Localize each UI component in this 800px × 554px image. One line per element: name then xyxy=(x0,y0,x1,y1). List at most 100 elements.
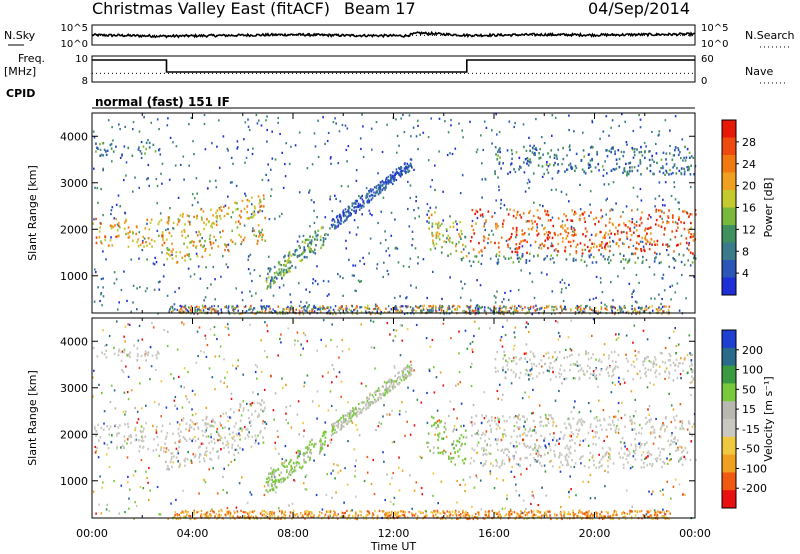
velocity-panel-speckle-cell xyxy=(432,494,434,497)
power-panel-speckle-cell xyxy=(601,215,604,218)
velocity-panel-speckle-cell xyxy=(538,404,541,407)
power-panel-clutter-cell xyxy=(248,306,251,309)
power-panel-band-cell xyxy=(428,227,430,230)
power-panel-clutter-cell xyxy=(605,305,608,308)
power-panel-speckle-cell xyxy=(282,284,285,287)
velocity-panel-speckle-cell xyxy=(128,507,130,510)
power-panel-band-cell xyxy=(215,223,218,227)
power-panel-speckle-cell xyxy=(357,279,360,282)
velocity-panel-band-cell xyxy=(102,428,105,431)
power-panel-band-cell xyxy=(184,254,186,258)
velocity-panel-clutter-cell xyxy=(388,514,391,517)
power-panel-arc-cell xyxy=(375,192,377,195)
power-panel-band-cell xyxy=(653,160,655,164)
power-panel-clutter-cell xyxy=(528,310,530,313)
velocity-panel-speckle-cell xyxy=(205,406,208,409)
power-panel-band-cell xyxy=(557,163,559,166)
power-panel-clutter-cell xyxy=(238,312,240,315)
power-panel-clutter-cell xyxy=(592,309,594,312)
power-panel-band-cell xyxy=(286,259,288,263)
power-panel-band-cell xyxy=(200,208,202,211)
power-panel-band-cell xyxy=(604,243,607,247)
power-panel-speckle-cell xyxy=(153,263,156,266)
power-panel-band-cell xyxy=(117,224,120,228)
velocity-panel-band-cell xyxy=(198,446,200,449)
power-panel-band-cell xyxy=(98,230,101,233)
power-panel-band-cell xyxy=(502,162,504,165)
velocity-panel-band-cell xyxy=(233,411,235,414)
velocity-panel-speckle-cell xyxy=(354,469,357,472)
power-panel-band-cell xyxy=(595,216,598,220)
velocity-panel-clutter-cell xyxy=(203,513,205,516)
power-panel-band-cell xyxy=(535,229,538,232)
power-panel-speckle-cell xyxy=(540,136,543,139)
velocity-panel-speckle-cell xyxy=(240,414,243,417)
power-panel-band-cell xyxy=(564,249,566,252)
power-panel-speckle-cell xyxy=(620,308,623,311)
nsky-series-line xyxy=(91,30,696,39)
velocity-panel-speckle-cell xyxy=(672,485,675,488)
power-panel-band-cell xyxy=(660,158,663,161)
power-panel-clutter-cell xyxy=(502,312,504,316)
velocity-panel-clutter-cell xyxy=(535,514,537,517)
power-panel-speckle-cell xyxy=(444,120,446,123)
power-panel-speckle-cell xyxy=(337,225,339,228)
power-panel-speckle-cell xyxy=(671,284,674,287)
power-panel-band-cell xyxy=(240,235,242,238)
velocity-panel-speckle-cell xyxy=(270,374,272,377)
power-panel-speckle-cell xyxy=(599,137,601,140)
power-panel-clutter-cell xyxy=(245,310,248,313)
power-panel-speckle-cell xyxy=(188,164,190,167)
velocity-panel-speckle-cell xyxy=(620,416,623,420)
power-panel-clutter-cell xyxy=(547,304,550,308)
power-panel-clutter-cell xyxy=(233,308,235,311)
power-panel-speckle-cell xyxy=(324,216,327,219)
velocity-panel-clutter-cell xyxy=(368,512,370,515)
velocity-panel-clutter-cell xyxy=(455,509,457,512)
power-panel-clutter-cell xyxy=(498,310,500,313)
velocity-panel-clutter-cell xyxy=(196,511,198,514)
power-panel-band-cell xyxy=(275,277,278,280)
power-panel-band-cell xyxy=(644,229,646,232)
velocity-panel-speckle-cell xyxy=(473,334,475,338)
power-panel-speckle-cell xyxy=(161,251,163,254)
velocity-panel-band-cell xyxy=(106,425,109,428)
power-panel-band-cell xyxy=(322,239,325,242)
power-panel-speckle-cell xyxy=(199,277,202,280)
power-panel-speckle-cell xyxy=(390,211,393,214)
power-panel-band-cell xyxy=(562,226,564,230)
power-panel-band-cell xyxy=(625,162,627,166)
power-panel-speckle-cell xyxy=(222,255,224,258)
power-panel-clutter-cell xyxy=(282,309,284,312)
power-panel-clutter-cell xyxy=(418,306,421,309)
power-panel-speckle-cell xyxy=(546,255,548,258)
power-panel-speckle-cell xyxy=(523,171,526,174)
power-panel-speckle-cell xyxy=(661,277,664,280)
power-panel-band-cell xyxy=(191,240,193,243)
velocity-panel-clutter-cell xyxy=(636,509,639,513)
velocity-panel-clutter-cell xyxy=(659,511,662,514)
velocity-panel-clutter-cell xyxy=(477,511,479,514)
velocity-panel-clutter-cell xyxy=(344,511,346,514)
power-panel-clutter-cell xyxy=(533,305,535,308)
power-panel-band-cell xyxy=(95,150,97,153)
power-panel-speckle-cell xyxy=(666,220,669,223)
velocity-panel-speckle-cell xyxy=(237,451,240,454)
power-panel-band-cell xyxy=(497,150,499,153)
velocity-panel-speckle-cell xyxy=(524,428,527,431)
power-panel-clutter-cell xyxy=(564,307,566,311)
power-panel-clutter-cell xyxy=(518,304,520,307)
power-panel-speckle-cell xyxy=(118,123,120,126)
power-panel-speckle-cell xyxy=(314,252,317,255)
velocity-panel-band-cell xyxy=(250,445,253,449)
power-panel-band-cell xyxy=(152,143,155,147)
power-panel-speckle-cell xyxy=(214,179,217,182)
velocity-panel-clutter-cell xyxy=(378,509,381,512)
power-panel-band-cell xyxy=(276,272,279,276)
power-panel-band-cell xyxy=(135,232,138,236)
power-panel-band-cell xyxy=(575,251,578,255)
velocity-panel-speckle-cell xyxy=(205,429,207,432)
power-panel-band-cell xyxy=(118,234,120,237)
velocity-panel-speckle-cell xyxy=(279,337,281,340)
power-panel-arc-cell xyxy=(356,199,358,202)
